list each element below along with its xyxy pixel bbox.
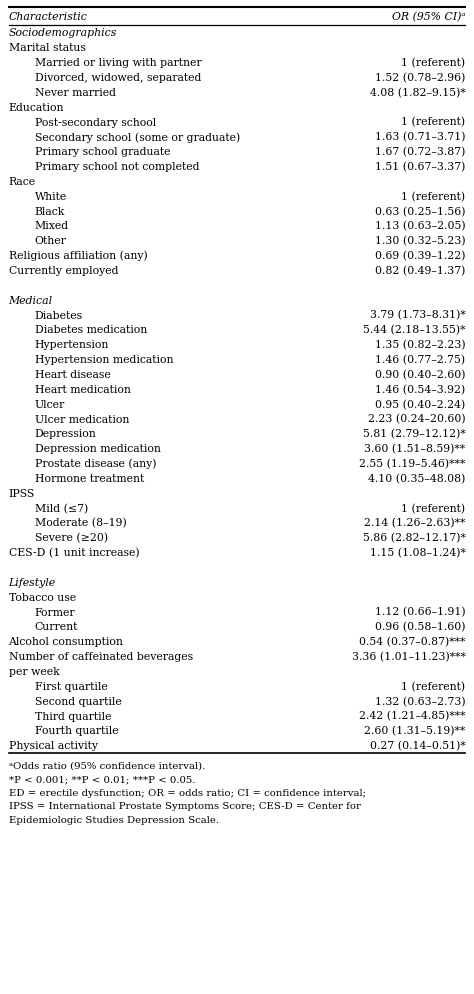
Text: Ulcer: Ulcer [35,400,65,410]
Text: Secondary school (some or graduate): Secondary school (some or graduate) [35,132,240,142]
Text: 2.42 (1.21–4.85)***: 2.42 (1.21–4.85)*** [359,711,465,721]
Text: Third quartile: Third quartile [35,711,111,721]
Text: Hormone treatment: Hormone treatment [35,473,144,483]
Text: Physical activity: Physical activity [9,741,98,750]
Text: Moderate (8–19): Moderate (8–19) [35,518,127,528]
Text: Ulcer medication: Ulcer medication [35,414,129,424]
Text: Post-secondary school: Post-secondary school [35,117,156,127]
Text: 0.82 (0.49–1.37): 0.82 (0.49–1.37) [375,265,465,276]
Text: 1.30 (0.32–5.23): 1.30 (0.32–5.23) [375,236,465,247]
Text: OR (95% CI)ᵃ: OR (95% CI)ᵃ [392,12,465,22]
Text: IPSS: IPSS [9,488,35,498]
Text: ED = erectile dysfunction; OR = odds ratio; CI = confidence interval;: ED = erectile dysfunction; OR = odds rat… [9,788,365,797]
Text: Tobacco use: Tobacco use [9,592,76,602]
Text: 3.36 (1.01–11.23)***: 3.36 (1.01–11.23)*** [352,651,465,662]
Text: Diabetes: Diabetes [35,310,83,320]
Text: Never married: Never married [35,87,116,97]
Text: 3.79 (1.73–8.31)*: 3.79 (1.73–8.31)* [370,310,465,320]
Text: Other: Other [35,237,66,247]
Text: 1.12 (0.66–1.91): 1.12 (0.66–1.91) [375,606,465,617]
Text: 1.52 (0.78–2.96): 1.52 (0.78–2.96) [375,73,465,83]
Text: 1 (referent): 1 (referent) [401,681,465,691]
Text: Primary school not completed: Primary school not completed [35,162,199,172]
Text: 1.46 (0.54–3.92): 1.46 (0.54–3.92) [375,385,465,395]
Text: Fourth quartile: Fourth quartile [35,726,118,736]
Text: 5.44 (2.18–13.55)*: 5.44 (2.18–13.55)* [363,325,465,335]
Text: Hypertension medication: Hypertension medication [35,355,173,365]
Text: Alcohol consumption: Alcohol consumption [9,636,123,647]
Text: 2.14 (1.26–2.63)**: 2.14 (1.26–2.63)** [364,518,465,528]
Text: IPSS = International Prostate Symptoms Score; CES-D = Center for: IPSS = International Prostate Symptoms S… [9,801,360,810]
Text: Marital status: Marital status [9,43,85,54]
Text: Education: Education [9,102,64,112]
Text: Severe (≥20): Severe (≥20) [35,533,108,543]
Text: 1 (referent): 1 (referent) [401,503,465,513]
Text: Mild (≤7): Mild (≤7) [35,503,88,513]
Text: 3.60 (1.51–8.59)**: 3.60 (1.51–8.59)** [365,443,465,454]
Text: Married or living with partner: Married or living with partner [35,58,201,68]
Text: Second quartile: Second quartile [35,696,121,706]
Text: 1.67 (0.72–3.87): 1.67 (0.72–3.87) [375,147,465,157]
Text: 0.95 (0.40–2.24): 0.95 (0.40–2.24) [375,400,465,410]
Text: 1.32 (0.63–2.73): 1.32 (0.63–2.73) [375,696,465,706]
Text: Heart disease: Heart disease [35,370,110,380]
Text: Race: Race [9,177,36,187]
Text: Number of caffeinated beverages: Number of caffeinated beverages [9,651,192,661]
Text: 1 (referent): 1 (referent) [401,117,465,127]
Text: Diabetes medication: Diabetes medication [35,325,147,335]
Text: 1.13 (0.63–2.05): 1.13 (0.63–2.05) [375,221,465,232]
Text: Medical: Medical [9,295,53,305]
Text: 4.08 (1.82–9.15)*: 4.08 (1.82–9.15)* [370,87,465,97]
Text: White: White [35,192,67,202]
Text: 1.15 (1.08–1.24)*: 1.15 (1.08–1.24)* [370,548,465,558]
Text: 2.23 (0.24–20.60): 2.23 (0.24–20.60) [368,414,465,424]
Text: Prostate disease (any): Prostate disease (any) [35,458,156,469]
Text: First quartile: First quartile [35,681,107,691]
Text: 1.63 (0.71–3.71): 1.63 (0.71–3.71) [375,132,465,142]
Text: 0.27 (0.14–0.51)*: 0.27 (0.14–0.51)* [370,741,465,750]
Text: 0.63 (0.25–1.56): 0.63 (0.25–1.56) [375,207,465,217]
Text: 2.60 (1.31–5.19)**: 2.60 (1.31–5.19)** [364,726,465,736]
Text: Mixed: Mixed [35,222,69,232]
Text: per week: per week [9,666,59,676]
Text: ᵃOdds ratio (95% confidence interval).: ᵃOdds ratio (95% confidence interval). [9,761,205,770]
Text: 0.54 (0.37–0.87)***: 0.54 (0.37–0.87)*** [359,636,465,647]
Text: Religious affiliation (any): Religious affiliation (any) [9,250,147,261]
Text: Sociodemographics: Sociodemographics [9,29,117,39]
Text: 2.55 (1.19–5.46)***: 2.55 (1.19–5.46)*** [359,458,465,469]
Text: 0.90 (0.40–2.60): 0.90 (0.40–2.60) [375,370,465,380]
Text: Lifestyle: Lifestyle [9,578,55,587]
Text: 1 (referent): 1 (referent) [401,58,465,69]
Text: 0.96 (0.58–1.60): 0.96 (0.58–1.60) [375,621,465,632]
Text: CES-D (1 unit increase): CES-D (1 unit increase) [9,548,139,558]
Text: 5.86 (2.82–12.17)*: 5.86 (2.82–12.17)* [363,533,465,543]
Text: Depression: Depression [35,429,96,439]
Text: Current: Current [35,622,78,632]
Text: 4.10 (0.35–48.08): 4.10 (0.35–48.08) [368,473,465,484]
Text: Characteristic: Characteristic [9,12,87,22]
Text: Epidemiologic Studies Depression Scale.: Epidemiologic Studies Depression Scale. [9,815,219,824]
Text: 1.51 (0.67–3.37): 1.51 (0.67–3.37) [375,162,465,172]
Text: Former: Former [35,607,75,617]
Text: Divorced, widowed, separated: Divorced, widowed, separated [35,73,201,83]
Text: Currently employed: Currently employed [9,265,118,275]
Text: Primary school graduate: Primary school graduate [35,147,170,157]
Text: 1 (referent): 1 (referent) [401,192,465,202]
Text: Hypertension: Hypertension [35,340,109,350]
Text: 1.35 (0.82–2.23): 1.35 (0.82–2.23) [375,340,465,350]
Text: 5.81 (2.79–12.12)*: 5.81 (2.79–12.12)* [363,428,465,439]
Text: Depression medication: Depression medication [35,443,161,454]
Text: Heart medication: Heart medication [35,385,130,395]
Text: 0.69 (0.39–1.22): 0.69 (0.39–1.22) [375,250,465,261]
Text: 1.46 (0.77–2.75): 1.46 (0.77–2.75) [375,355,465,365]
Text: Black: Black [35,207,65,217]
Text: *P < 0.001; **P < 0.01; ***P < 0.05.: *P < 0.001; **P < 0.01; ***P < 0.05. [9,774,195,783]
